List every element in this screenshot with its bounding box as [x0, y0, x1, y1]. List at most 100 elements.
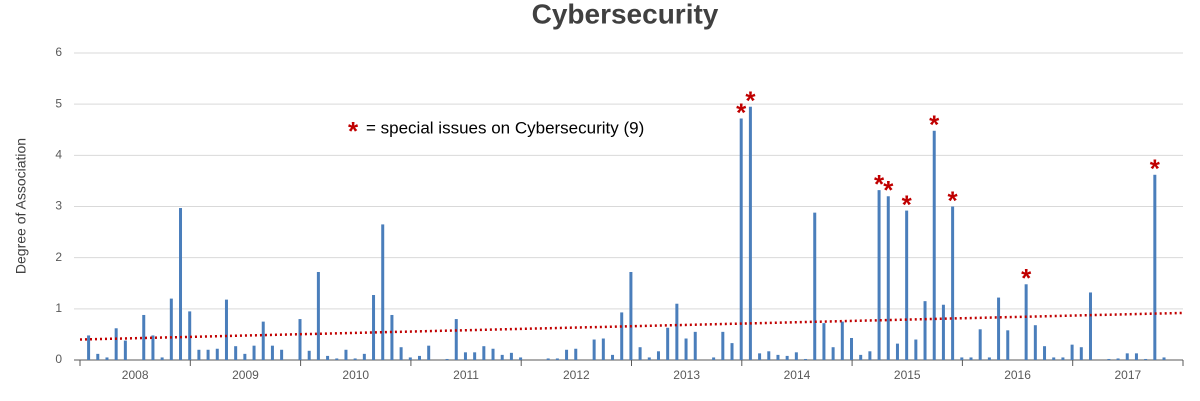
- trendline: [79, 311, 1184, 341]
- bar: [941, 304, 945, 360]
- y-tick-label: 5: [55, 96, 62, 110]
- y-tick-label: 3: [55, 199, 62, 213]
- bar: [638, 347, 642, 360]
- y-tick-label: 6: [55, 45, 62, 59]
- bar: [1070, 344, 1074, 360]
- x-tick-label: 2016: [1004, 368, 1031, 382]
- bar: [675, 303, 679, 360]
- bar: [1006, 330, 1010, 360]
- special-marker: *: [736, 97, 747, 127]
- bar: [555, 358, 559, 360]
- bar: [886, 196, 890, 360]
- bar: [344, 349, 348, 360]
- bar: [960, 357, 964, 360]
- x-tick-label: 2010: [342, 368, 369, 382]
- special-marker: *: [883, 175, 894, 205]
- x-tick-label: 2009: [232, 368, 259, 382]
- x-tick-label: 2013: [673, 368, 700, 382]
- bar: [574, 348, 578, 360]
- bar: [179, 208, 183, 360]
- bar: [620, 312, 624, 360]
- bar: [261, 321, 265, 360]
- bar: [1162, 357, 1166, 360]
- bar: [905, 210, 909, 360]
- special-marker: *: [948, 185, 959, 215]
- y-tick-label: 2: [55, 250, 62, 264]
- bar: [1116, 358, 1120, 360]
- special-marker: *: [902, 189, 913, 219]
- bar: [105, 357, 109, 360]
- bar: [859, 354, 863, 360]
- bar: [923, 301, 927, 360]
- bar: [87, 335, 91, 360]
- bar: [473, 352, 477, 360]
- y-tick-label: 4: [55, 148, 62, 162]
- special-marker: *: [1150, 154, 1161, 184]
- bar: [1079, 347, 1083, 360]
- bar: [482, 346, 486, 360]
- bar: [316, 271, 320, 360]
- bar: [381, 224, 385, 360]
- y-axis-label: Degree of Association: [13, 138, 29, 274]
- bar: [776, 354, 780, 360]
- bar: [160, 357, 164, 360]
- bar: [298, 319, 302, 360]
- bar: [500, 354, 504, 360]
- bar: [1061, 357, 1065, 360]
- bar: [813, 212, 817, 360]
- bar: [224, 299, 228, 360]
- bar: [785, 355, 789, 360]
- bar: [252, 345, 256, 360]
- bar: [932, 130, 936, 360]
- bar: [987, 357, 991, 360]
- special-marker: *: [1021, 263, 1032, 293]
- y-tick-label: 0: [55, 352, 62, 366]
- bar: [758, 353, 762, 360]
- bar: [684, 338, 688, 360]
- special-marker: *: [745, 86, 756, 116]
- bar: [914, 339, 918, 360]
- chart-title: Cybersecurity: [532, 0, 719, 29]
- bar: [1153, 174, 1157, 360]
- bar: [326, 355, 330, 360]
- bar: [739, 118, 743, 360]
- bar: [748, 106, 752, 360]
- bar: [1024, 284, 1028, 360]
- bar: [427, 345, 431, 360]
- bar: [877, 190, 881, 360]
- bar: [123, 340, 127, 360]
- x-tick-label: 2011: [453, 368, 479, 382]
- bar: [794, 352, 798, 360]
- bar: [1125, 353, 1129, 360]
- bar: [307, 350, 311, 360]
- bar: [969, 357, 973, 360]
- x-tick-label: 2008: [122, 368, 149, 382]
- x-tick-label: 2015: [894, 368, 921, 382]
- x-tick-label: 2014: [784, 368, 811, 382]
- bar: [408, 357, 412, 360]
- bar: [417, 355, 421, 360]
- bar: [895, 343, 899, 360]
- bar: [491, 348, 495, 360]
- bar: [840, 321, 844, 360]
- annotation: = special issues on Cybersecurity (9): [366, 118, 644, 137]
- bar: [1088, 292, 1092, 360]
- bar: [656, 351, 660, 360]
- bar: [951, 206, 955, 360]
- bar: [463, 352, 467, 360]
- bar: [234, 346, 238, 360]
- bar: [721, 331, 725, 360]
- bar: [850, 337, 854, 360]
- bar: [280, 349, 284, 360]
- bar: [730, 343, 734, 360]
- bar: [712, 357, 716, 360]
- bar: [151, 335, 155, 360]
- bar: [169, 298, 173, 360]
- bar: [1033, 325, 1037, 360]
- bar: [1043, 346, 1047, 360]
- bar: [978, 329, 982, 360]
- bar: [188, 311, 192, 360]
- bar: [390, 314, 394, 360]
- bar: [353, 358, 357, 360]
